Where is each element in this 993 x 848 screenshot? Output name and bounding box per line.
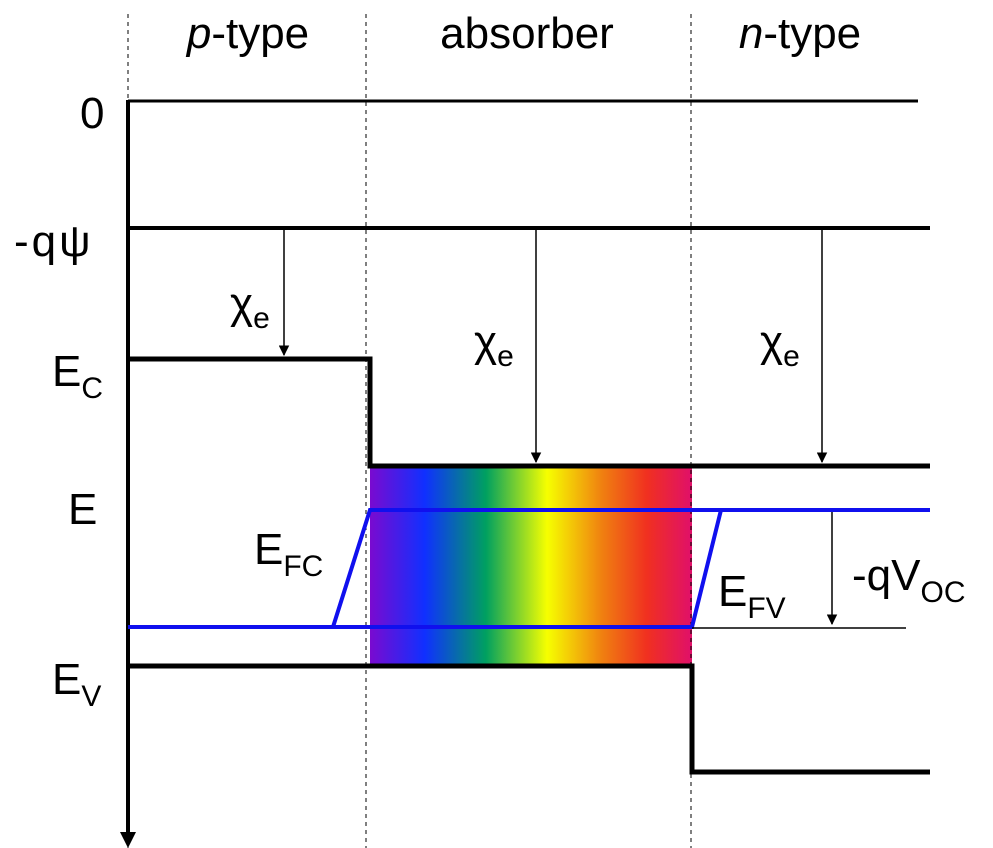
chi-label-p: χe xyxy=(230,279,270,335)
level-label-zero: 0 xyxy=(80,89,104,138)
region-label-p: p-type xyxy=(185,9,309,58)
region-label-n: n-type xyxy=(739,9,861,58)
level-label-ec: EC xyxy=(52,347,103,405)
efc-label: EFC xyxy=(254,525,323,583)
region-label-absorber: absorber xyxy=(440,9,614,58)
level-label-ev: EV xyxy=(52,655,101,713)
absorber-spectrum xyxy=(370,466,692,668)
conduction-band xyxy=(128,356,930,469)
quasi-fermi-hole xyxy=(128,509,723,629)
energy-axis-arrowhead xyxy=(120,832,136,848)
chi-label-absorber: χe xyxy=(474,317,514,373)
efv-label: EFV xyxy=(718,567,786,625)
level-label-e: E xyxy=(68,485,97,534)
level-label-vacuum: -qψ xyxy=(14,217,94,266)
chi-label-n: χe xyxy=(760,317,800,373)
valence-band xyxy=(128,663,930,775)
voc-label: -qVOC xyxy=(852,551,965,609)
